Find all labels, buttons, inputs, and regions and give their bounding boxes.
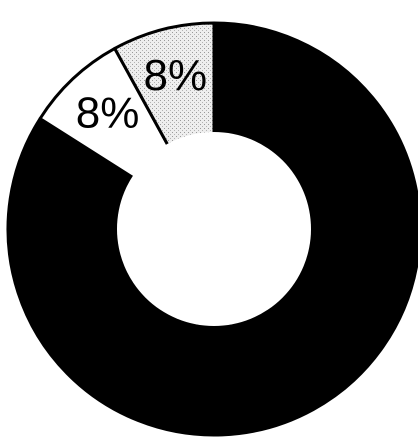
slice-labels: 8%8% <box>76 51 207 137</box>
slice-value-label: 8% <box>144 51 208 100</box>
donut-hole <box>117 132 311 326</box>
slice-value-label: 8% <box>76 88 140 137</box>
